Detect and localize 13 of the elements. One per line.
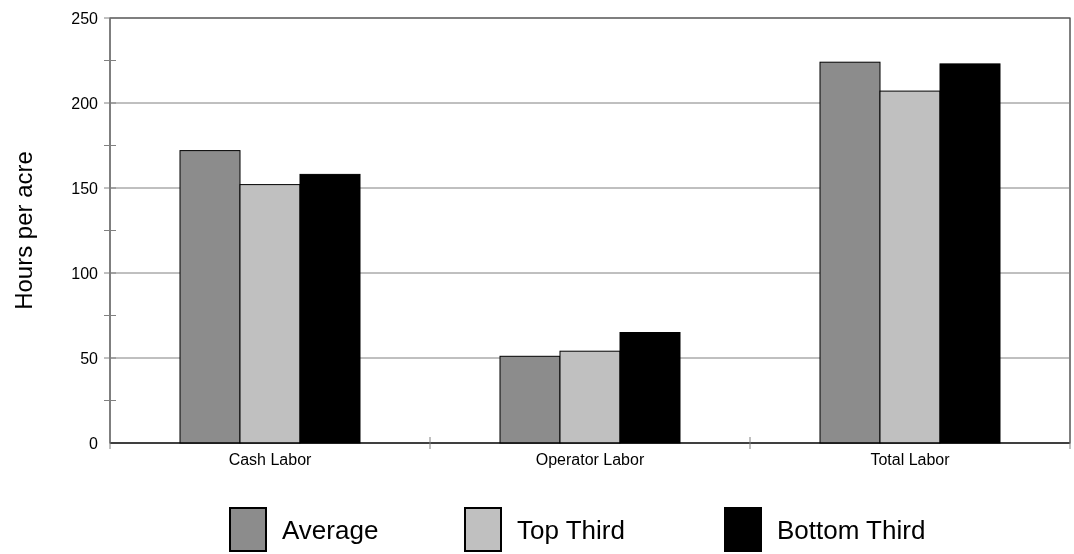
- legend-label: Bottom Third: [777, 515, 926, 546]
- y-tick-label: 0: [89, 434, 99, 452]
- x-tick-label: Operator Labor: [535, 451, 645, 468]
- y-tick-label: 100: [71, 264, 99, 282]
- y-tick-label: 150: [71, 179, 99, 197]
- y-tick-label: 250: [71, 9, 99, 27]
- y-tick-label: 200: [71, 94, 99, 112]
- x-tick-label: Cash Labor: [228, 451, 313, 468]
- y-axis-title: Hours per acre: [10, 151, 37, 310]
- y-tick-label: 50: [80, 349, 99, 367]
- x-tick-label: Total Labor: [870, 451, 951, 468]
- legend-label: Top Third: [517, 515, 625, 546]
- legend-label: Average: [282, 515, 379, 546]
